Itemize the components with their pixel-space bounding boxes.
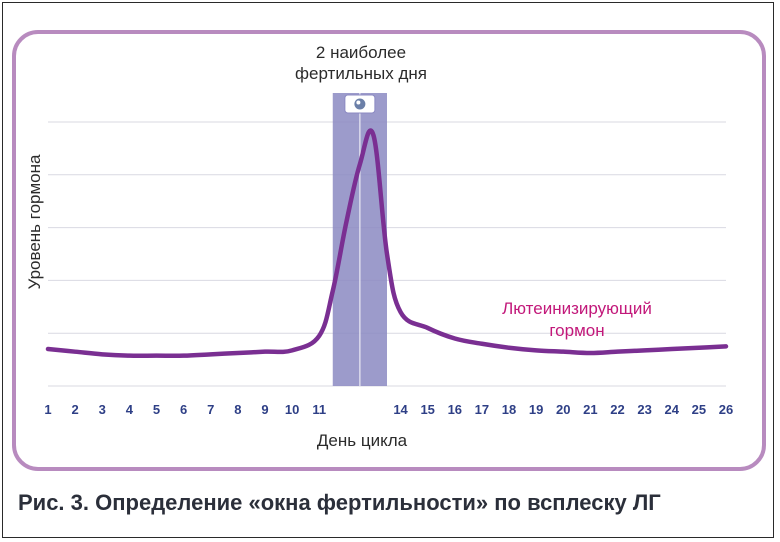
x-tick-11: 11 (312, 402, 326, 417)
x-tick-20: 20 (556, 402, 570, 417)
x-tick-9: 9 (261, 402, 268, 417)
x-tick-4: 4 (126, 402, 134, 417)
x-tick-23: 23 (637, 402, 651, 417)
x-tick-26: 26 (719, 402, 733, 417)
x-tick-12: 12 (339, 402, 353, 417)
x-tick-13: 13 (366, 402, 380, 417)
figure-caption: Рис. 3. Определение «окна фертильности» … (18, 490, 661, 515)
x-tick-21: 21 (583, 402, 597, 417)
series-label-line1: Лютеинизирующий (502, 299, 652, 318)
y-axis-label: Уровень гормона (25, 154, 44, 289)
highlight-label-line1: 2 наиболее (316, 43, 406, 62)
x-tick-10: 10 (285, 402, 299, 417)
highlight-label-line2: фертильных дня (295, 64, 427, 83)
series-label-line2: гормон (549, 321, 604, 340)
ovulation-icon-dot (354, 98, 366, 110)
plot-frame (12, 30, 766, 471)
series-line-0 (45, 128, 729, 358)
x-tick-2: 2 (72, 402, 79, 417)
x-tick-22: 22 (610, 402, 624, 417)
x-axis-label: День цикла (317, 431, 408, 450)
x-tick-3: 3 (99, 402, 106, 417)
x-tick-24: 24 (665, 402, 680, 417)
x-tick-8: 8 (234, 402, 241, 417)
x-tick-labels: 1 2 3 4 5 6 7 8 9 10 11 12 13 14 15 16 17 18 19 20 21 22 23 24 2… (44, 402, 733, 417)
x-tick-7: 7 (207, 402, 214, 417)
x-tick-17: 17 (475, 402, 489, 417)
ovulation-icon-glint (356, 100, 361, 105)
x-tick-1: 1 (44, 402, 51, 417)
x-tick-14: 14 (393, 402, 408, 417)
x-tick-6: 6 (180, 402, 187, 417)
x-tick-5: 5 (153, 402, 160, 417)
series-layer (45, 128, 729, 358)
x-tick-18: 18 (502, 402, 516, 417)
x-tick-15: 15 (420, 402, 434, 417)
figure-border (2, 2, 774, 538)
x-tick-19: 19 (529, 402, 543, 417)
x-tick-16: 16 (448, 402, 462, 417)
x-tick-25: 25 (692, 402, 706, 417)
